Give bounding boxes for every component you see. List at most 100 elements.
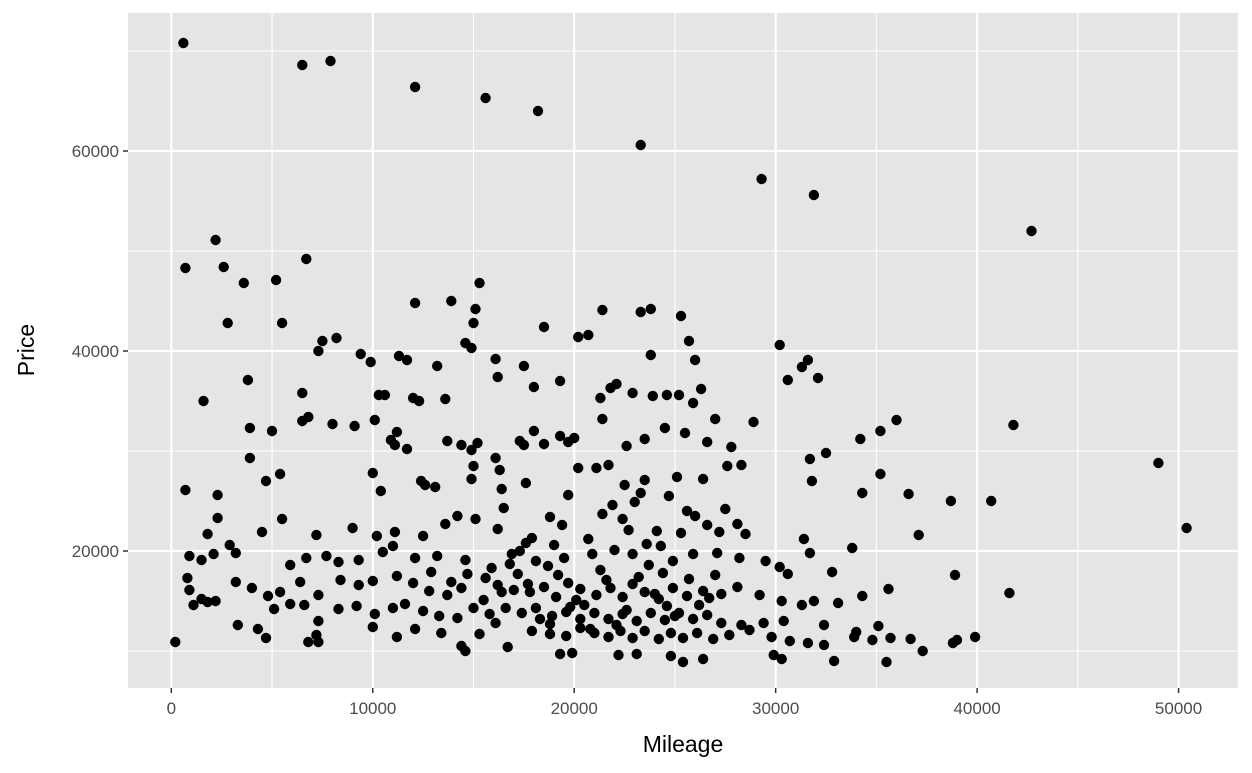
data-point: [659, 422, 671, 434]
data-point: [675, 527, 687, 539]
data-point: [639, 625, 650, 637]
data-point: [391, 426, 403, 438]
data-point: [178, 37, 189, 49]
data-point: [643, 559, 654, 571]
data-point: [867, 634, 878, 646]
data-point: [432, 360, 443, 372]
data-point: [526, 625, 538, 637]
data-point: [597, 304, 608, 316]
data-point: [661, 389, 673, 401]
data-point: [480, 92, 491, 104]
data-point: [583, 329, 594, 341]
data-point: [611, 378, 622, 390]
data-point: [419, 479, 431, 491]
data-point: [913, 529, 924, 541]
data-point: [440, 518, 451, 530]
data-point: [512, 568, 523, 580]
data-point: [268, 603, 280, 615]
data-point: [905, 633, 916, 645]
data-point: [393, 350, 405, 362]
data-point: [639, 474, 650, 486]
data-point: [756, 173, 767, 185]
data-point: [575, 583, 586, 595]
data-point: [365, 356, 376, 368]
data-point: [693, 599, 705, 611]
data-point: [649, 588, 660, 600]
data-point: [613, 649, 624, 661]
data-point: [754, 589, 765, 601]
data-point: [748, 416, 759, 428]
data-point: [202, 596, 213, 608]
data-point: [744, 624, 755, 636]
data-point: [595, 564, 606, 576]
data-point: [704, 592, 715, 604]
data-point: [826, 566, 838, 578]
major-gridlines: [128, 13, 1238, 688]
data-point: [367, 467, 378, 479]
x-tick-label: 0: [167, 699, 176, 718]
data-point: [496, 483, 507, 495]
data-point: [331, 332, 342, 344]
data-point: [732, 518, 743, 530]
data-point: [399, 598, 411, 610]
x-axis-title: Mileage: [643, 731, 724, 757]
y-tick-label: 60000: [72, 142, 119, 161]
data-point: [460, 645, 471, 657]
data-point: [969, 631, 981, 643]
data-point: [875, 468, 886, 480]
data-point: [270, 274, 282, 286]
data-point: [641, 538, 652, 550]
data-point: [391, 631, 403, 643]
data-point: [353, 554, 364, 566]
data-point: [687, 548, 699, 560]
data-point: [391, 570, 403, 582]
x-tick-label: 40000: [953, 699, 1000, 718]
data-point: [210, 595, 221, 607]
data-point: [295, 576, 306, 588]
data-point: [498, 502, 509, 514]
data-point: [714, 526, 725, 538]
data-point: [724, 629, 735, 641]
data-point: [180, 262, 191, 274]
data-point: [651, 525, 662, 537]
data-point: [252, 623, 264, 635]
data-point: [212, 512, 223, 524]
data-point: [633, 571, 644, 583]
data-point: [776, 653, 787, 665]
data-point: [627, 632, 638, 644]
data-point: [333, 603, 344, 615]
data-point: [440, 393, 451, 405]
data-point: [232, 619, 243, 631]
data-point: [180, 484, 191, 496]
data-point: [262, 590, 274, 602]
data-point: [683, 335, 695, 347]
data-point: [260, 475, 272, 487]
data-point: [883, 583, 894, 595]
data-point: [492, 371, 503, 383]
data-point: [740, 528, 751, 540]
data-point: [569, 432, 580, 444]
data-point: [456, 582, 467, 594]
data-point: [530, 602, 542, 614]
data-point: [446, 576, 457, 588]
data-point: [170, 636, 181, 648]
data-point: [702, 436, 713, 448]
data-point: [301, 552, 312, 564]
data-point: [1153, 457, 1164, 469]
data-point: [276, 317, 288, 329]
data-point: [1181, 522, 1192, 534]
data-point: [627, 578, 638, 590]
data-point: [617, 513, 628, 525]
data-point: [514, 545, 525, 557]
data-point: [379, 389, 391, 401]
data-point: [774, 339, 785, 351]
data-point: [716, 617, 727, 629]
data-point: [855, 433, 866, 445]
data-point: [470, 303, 481, 315]
data-point: [665, 627, 677, 639]
data-point: [655, 540, 666, 552]
data-point: [452, 612, 463, 624]
data-point: [274, 468, 286, 480]
data-point: [849, 631, 860, 643]
